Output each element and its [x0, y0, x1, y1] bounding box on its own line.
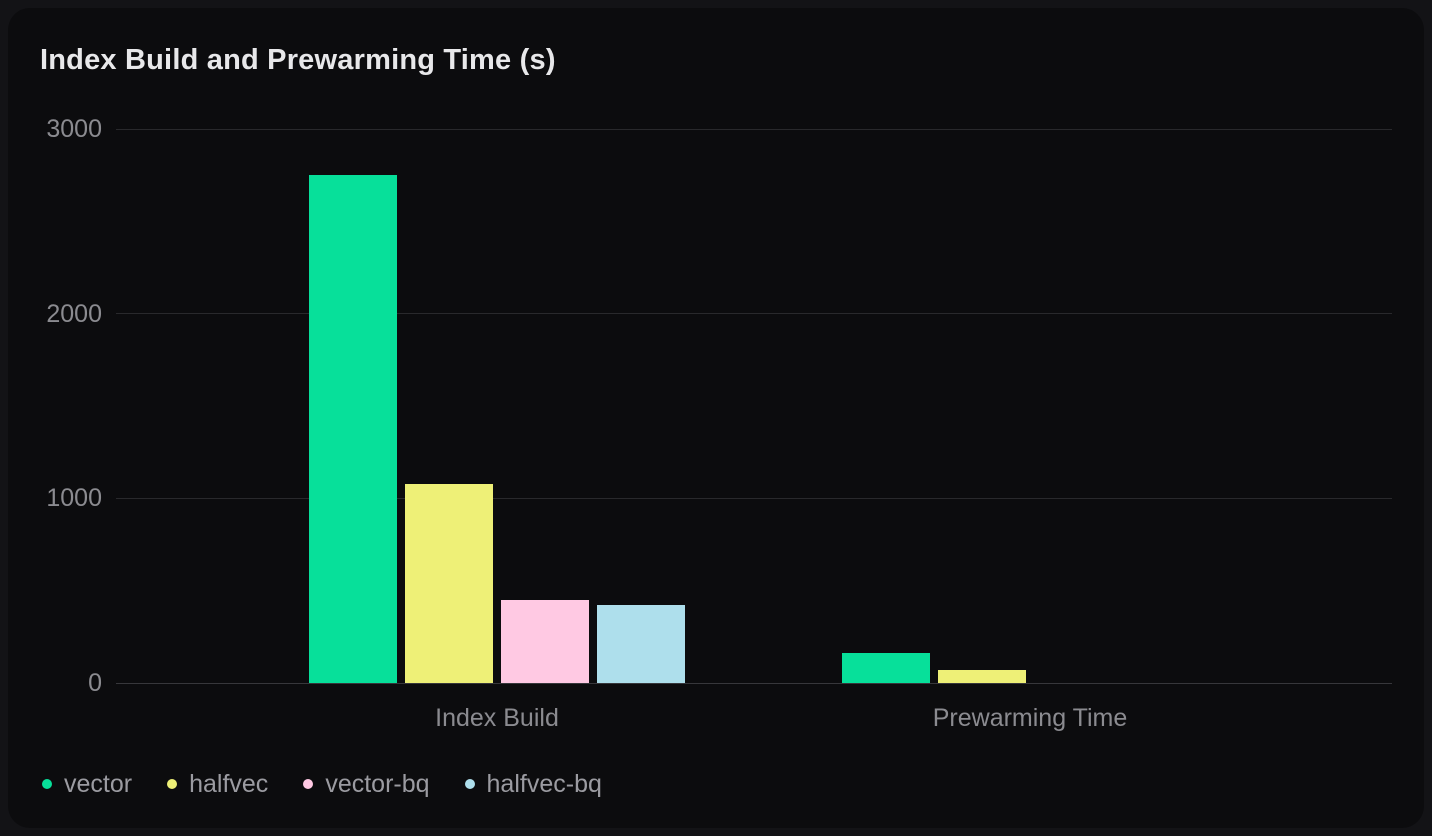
gridline-y-0 [116, 682, 1392, 684]
y-tick-label: 1000 [46, 484, 102, 513]
x-tick-label-index-build: Index Build [435, 704, 559, 732]
chart-card: Index Build and Prewarming Time (s) Inde… [8, 8, 1424, 828]
x-tick-label-prewarming-time: Prewarming Time [932, 704, 1128, 732]
y-tick-label: 2000 [46, 299, 102, 328]
y-tick-label: 0 [88, 669, 102, 697]
chart-title: Index Build and Prewarming Time (s) [40, 44, 556, 76]
legend-dot-icon [303, 779, 314, 789]
bar-vector-index-build[interactable] [309, 175, 397, 683]
bar-halfvec-bq-index-build[interactable] [597, 605, 685, 683]
legend-label: vector [64, 769, 133, 798]
gridline-y-3000 [116, 128, 1392, 130]
legend-item-halfvec[interactable]: halfvec [167, 770, 268, 799]
gridline-y-2000 [116, 313, 1392, 315]
bar-halfvec-index-build[interactable] [405, 484, 493, 683]
bar-vector-prewarming-time[interactable] [841, 653, 930, 683]
legend-item-vector[interactable]: vector [42, 770, 132, 799]
legend-label: halfvec-bq [486, 769, 602, 798]
bar-halfvec-prewarming-time[interactable] [937, 670, 1026, 683]
y-tick-label: 3000 [46, 115, 102, 143]
gridline-y-1000 [116, 497, 1392, 499]
legend-dot-icon [167, 779, 178, 789]
legend-label: vector-bq [325, 769, 430, 798]
legend-item-halfvec-bq[interactable]: halfvec-bq [464, 769, 602, 799]
legend: vector halfvec vector-bq halfvec-bq [42, 770, 602, 798]
legend-dot-icon [42, 779, 52, 789]
legend-dot-icon [464, 779, 475, 789]
legend-item-vector-bq[interactable]: vector-bq [303, 769, 430, 799]
bar-vector-bq-index-build[interactable] [501, 600, 589, 683]
legend-label: halfvec [189, 769, 269, 798]
plot-area: Index Build Prewarming Time [116, 128, 1392, 732]
